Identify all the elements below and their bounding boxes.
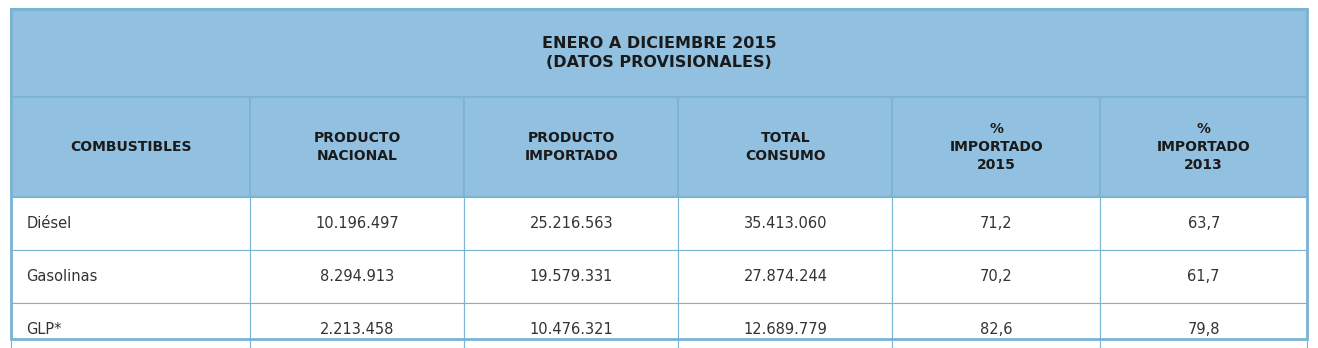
Text: 2.213.458: 2.213.458 — [320, 322, 394, 337]
Bar — [679, 303, 892, 348]
Text: 10.476.321: 10.476.321 — [530, 322, 613, 337]
Text: 71,2: 71,2 — [979, 216, 1012, 231]
Bar — [892, 197, 1101, 250]
Bar — [250, 197, 464, 250]
Text: 27.874.244: 27.874.244 — [743, 269, 828, 284]
Text: %
IMPORTADO
2013: % IMPORTADO 2013 — [1157, 122, 1251, 172]
Bar — [679, 97, 892, 197]
Bar — [1101, 250, 1307, 303]
Text: 70,2: 70,2 — [979, 269, 1012, 284]
Text: 8.294.913: 8.294.913 — [320, 269, 394, 284]
Text: 35.413.060: 35.413.060 — [743, 216, 828, 231]
Bar — [1101, 97, 1307, 197]
Bar — [679, 250, 892, 303]
Bar — [1101, 197, 1307, 250]
Bar — [250, 97, 464, 197]
Bar — [464, 303, 679, 348]
Text: ENERO A DICIEMBRE 2015
(DATOS PROVISIONALES): ENERO A DICIEMBRE 2015 (DATOS PROVISIONA… — [542, 36, 776, 70]
Text: 10.196.497: 10.196.497 — [315, 216, 399, 231]
Bar — [892, 250, 1101, 303]
Bar — [464, 97, 679, 197]
Bar — [464, 197, 679, 250]
Bar — [892, 97, 1101, 197]
Text: 25.216.563: 25.216.563 — [530, 216, 613, 231]
Text: 12.689.779: 12.689.779 — [743, 322, 828, 337]
Bar — [250, 250, 464, 303]
Text: 61,7: 61,7 — [1188, 269, 1220, 284]
Bar — [11, 303, 250, 348]
Bar — [11, 9, 1307, 97]
Text: Diésel: Diésel — [26, 216, 71, 231]
Text: GLP*: GLP* — [26, 322, 62, 337]
Text: PRODUCTO
NACIONAL: PRODUCTO NACIONAL — [314, 131, 401, 163]
Bar — [11, 197, 250, 250]
Text: 63,7: 63,7 — [1188, 216, 1220, 231]
Bar — [464, 250, 679, 303]
Bar — [11, 250, 250, 303]
Bar — [892, 303, 1101, 348]
Text: %
IMPORTADO
2015: % IMPORTADO 2015 — [949, 122, 1043, 172]
Text: 19.579.331: 19.579.331 — [530, 269, 613, 284]
Bar — [1101, 303, 1307, 348]
Text: Gasolinas: Gasolinas — [26, 269, 98, 284]
Text: 79,8: 79,8 — [1188, 322, 1220, 337]
Bar — [11, 97, 250, 197]
Text: TOTAL
CONSUMO: TOTAL CONSUMO — [745, 131, 826, 163]
Text: COMBUSTIBLES: COMBUSTIBLES — [70, 140, 191, 154]
Text: PRODUCTO
IMPORTADO: PRODUCTO IMPORTADO — [525, 131, 618, 163]
Bar — [679, 197, 892, 250]
Bar — [250, 303, 464, 348]
Text: 82,6: 82,6 — [981, 322, 1012, 337]
